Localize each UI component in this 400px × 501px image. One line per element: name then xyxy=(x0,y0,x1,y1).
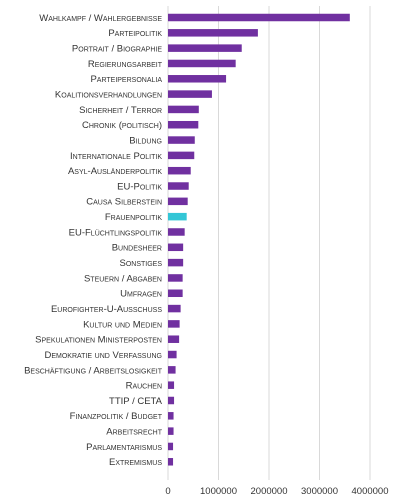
category-label: Spekulationen Ministerposten xyxy=(35,335,162,346)
category-label: Frauenpolitik xyxy=(105,212,162,223)
bar xyxy=(168,228,185,236)
category-label: Portrait / Biographie xyxy=(72,44,162,55)
bar xyxy=(168,335,180,343)
category-label: Causa Silberstein xyxy=(86,197,162,208)
category-label: Asyl-Ausländerpolitik xyxy=(68,166,162,177)
category-label: Finanzpolitik / Budget xyxy=(70,411,163,422)
bar xyxy=(168,29,258,37)
category-labels: Wahlkampf / Wahlergebnisse Parteipolitik P… xyxy=(24,13,163,468)
category-label: TTIP / CETA xyxy=(109,396,163,407)
bar xyxy=(168,366,176,374)
bar xyxy=(168,274,183,282)
category-label: Koalitionsverhandlungen xyxy=(55,90,162,101)
bar xyxy=(168,44,242,52)
bar xyxy=(168,396,175,405)
x-tick-label: 0 xyxy=(165,486,170,497)
bar xyxy=(168,105,199,114)
x-axis-tick-labels: 0 1000000 2000000 3000000 4000000 xyxy=(165,486,388,497)
bar xyxy=(168,13,350,22)
category-label: Demokratie und Verfassung xyxy=(44,350,162,361)
bar xyxy=(168,412,174,420)
bar xyxy=(168,197,188,206)
category-label: Parteipersonalia xyxy=(90,74,162,85)
category-label: EU-Flüchtlingspolitik xyxy=(69,227,163,238)
bar xyxy=(168,212,187,221)
category-label: Eurofighter-U-Ausschuss xyxy=(51,304,162,315)
bar xyxy=(168,166,191,175)
category-label: Parteipolitik xyxy=(108,28,162,39)
category-label: Extremismus xyxy=(109,457,162,468)
category-label: Sonstiges xyxy=(119,258,162,269)
category-label: Internationale Politik xyxy=(70,151,162,162)
category-label: Chronik (politisch) xyxy=(82,120,162,131)
x-tick-label: 2000000 xyxy=(251,486,288,497)
bar xyxy=(168,427,174,435)
category-label: Umfragen xyxy=(120,289,162,300)
bar xyxy=(168,289,183,298)
category-label: Kultur und Medien xyxy=(83,319,162,330)
category-label: Arbeitsrecht xyxy=(106,427,162,438)
category-label: Steuern / Abgaben xyxy=(84,273,162,284)
category-label: Wahlkampf / Wahlergebnisse xyxy=(39,13,162,24)
category-label: EU-Politik xyxy=(117,181,162,192)
x-tick-label: 4000000 xyxy=(352,486,389,497)
bar xyxy=(168,320,180,328)
category-label: Parlamentarismus xyxy=(86,442,162,453)
bar xyxy=(168,90,212,98)
bar xyxy=(168,136,195,144)
category-label: Beschäftigung / Arbeitslosigkeit xyxy=(24,365,163,376)
bar xyxy=(168,350,177,359)
category-label: Bildung xyxy=(129,135,162,146)
bar xyxy=(168,243,184,252)
category-label: Regierungsarbeit xyxy=(88,59,163,70)
bars xyxy=(168,13,350,466)
bar xyxy=(168,182,189,190)
bar xyxy=(168,120,199,129)
category-label: Bundesheer xyxy=(112,243,162,254)
category-label: Sicherheit / Terror xyxy=(79,105,162,116)
bar xyxy=(168,258,184,267)
bar xyxy=(168,151,195,160)
x-tick-label: 3000000 xyxy=(301,486,338,497)
x-tick-label: 1000000 xyxy=(200,486,237,497)
category-label: Rauchen xyxy=(126,381,162,392)
bar xyxy=(168,442,174,451)
bar xyxy=(168,304,181,313)
bar xyxy=(168,59,236,68)
bar xyxy=(168,381,175,389)
bar xyxy=(168,458,174,466)
bar xyxy=(168,75,227,83)
